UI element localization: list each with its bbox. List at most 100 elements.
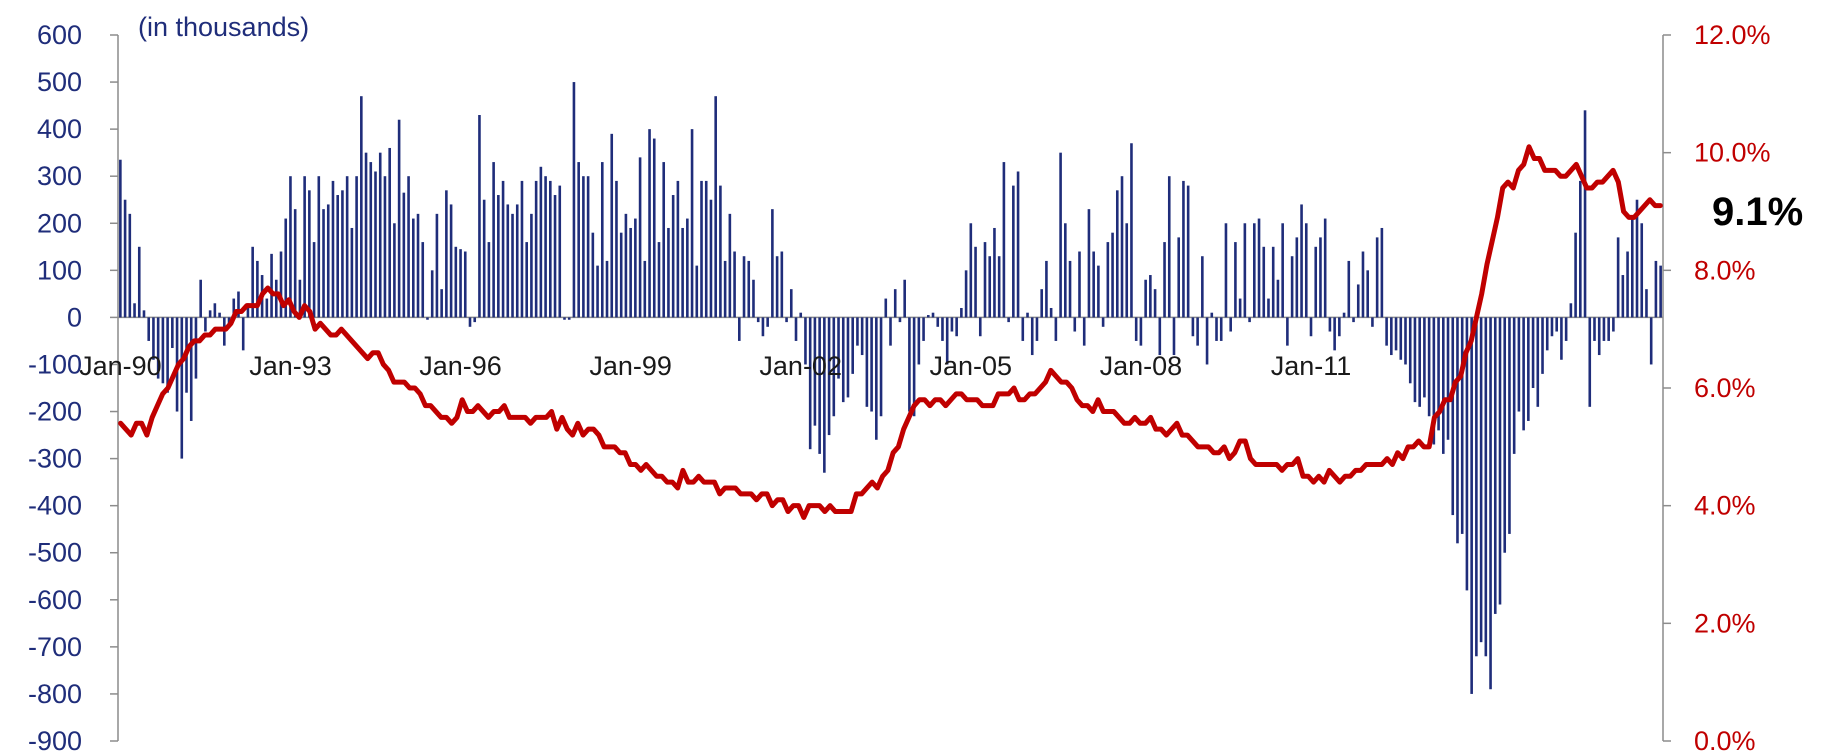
bar — [284, 218, 288, 318]
bar — [827, 317, 831, 436]
bar — [681, 227, 684, 318]
bar — [218, 312, 221, 318]
bar — [964, 270, 968, 318]
bar — [1404, 317, 1407, 365]
bar — [1323, 218, 1327, 318]
x-tick-label: Jan-05 — [930, 351, 1013, 381]
unemployment-rate-line — [118, 144, 1663, 520]
bar — [156, 317, 160, 379]
bar — [468, 317, 472, 327]
left-tick-label: -200 — [28, 397, 82, 427]
bar — [856, 317, 859, 346]
bar — [1149, 275, 1152, 318]
bar — [1182, 180, 1185, 318]
bar — [1356, 284, 1360, 318]
bar — [449, 204, 453, 318]
bar — [686, 218, 689, 318]
bar — [364, 152, 368, 318]
bar — [785, 317, 788, 323]
bar — [1021, 317, 1025, 341]
bar — [1219, 317, 1223, 341]
bar — [341, 190, 344, 318]
bar — [1257, 218, 1261, 318]
bar — [1215, 317, 1218, 341]
bar — [1423, 317, 1426, 398]
bar — [610, 133, 614, 318]
bar — [1333, 317, 1336, 351]
bar — [1201, 256, 1204, 318]
bar — [917, 317, 921, 365]
bar — [440, 289, 443, 318]
bar — [1630, 218, 1634, 318]
bar — [676, 180, 680, 318]
bar — [279, 251, 283, 318]
bar — [596, 265, 599, 318]
bar — [945, 317, 949, 365]
bar — [1163, 242, 1166, 318]
bar — [903, 279, 906, 318]
bar — [709, 199, 713, 318]
bar — [1276, 279, 1280, 318]
bar — [1451, 317, 1455, 516]
bar — [1541, 317, 1544, 374]
bar — [142, 310, 146, 318]
bar — [549, 180, 552, 318]
bar — [213, 303, 217, 318]
x-tick-label: Jan-93 — [249, 351, 332, 381]
bar — [378, 152, 382, 318]
bar — [298, 279, 302, 318]
bar — [1654, 260, 1658, 318]
bar — [780, 251, 784, 318]
left-tick-label: -400 — [28, 491, 82, 521]
x-tick-label: Jan-02 — [759, 351, 842, 381]
right-tick-label: 6.0% — [1694, 373, 1756, 403]
bar — [1569, 303, 1573, 318]
bar — [402, 192, 406, 318]
bar — [1167, 176, 1171, 318]
bar — [289, 176, 292, 318]
left-tick-label: -900 — [28, 726, 82, 751]
bar — [1583, 110, 1587, 318]
bar — [577, 162, 580, 318]
bar — [388, 147, 391, 318]
bar — [988, 256, 992, 318]
bar — [1134, 317, 1138, 341]
bar — [1120, 176, 1124, 318]
bar — [832, 317, 836, 417]
bar — [771, 209, 774, 318]
bar — [166, 317, 169, 393]
bar — [747, 260, 751, 318]
bar — [1196, 317, 1199, 346]
left-tick-label: 600 — [37, 20, 82, 50]
bar-series — [119, 82, 1662, 694]
bar — [1007, 317, 1010, 323]
left-tick-label: 0 — [67, 302, 82, 332]
bar — [1177, 237, 1181, 318]
bar — [1593, 317, 1596, 341]
bar — [492, 162, 495, 318]
bar — [1045, 260, 1048, 318]
bar — [397, 119, 401, 318]
bar — [728, 213, 732, 318]
bar — [204, 317, 207, 332]
bar — [317, 176, 321, 318]
bar — [1338, 317, 1341, 337]
bar — [119, 159, 122, 318]
bar — [922, 317, 925, 341]
x-tick-group: Jan-90 Jan-93 Jan-96 Jan-99 Jan-02 Jan-05 Jan-… — [79, 351, 1351, 381]
right-tick-label: 2.0% — [1694, 608, 1756, 638]
bar — [171, 317, 174, 348]
bar — [1659, 265, 1662, 318]
bar — [520, 180, 524, 318]
bar — [265, 298, 269, 318]
bar — [657, 242, 661, 318]
bar — [955, 317, 958, 337]
bar — [775, 256, 779, 318]
bar — [1191, 317, 1195, 337]
bar — [983, 242, 987, 318]
bar — [723, 260, 727, 318]
bar — [605, 260, 609, 318]
bar — [738, 317, 741, 341]
bar — [1064, 223, 1067, 318]
bar — [586, 176, 590, 318]
